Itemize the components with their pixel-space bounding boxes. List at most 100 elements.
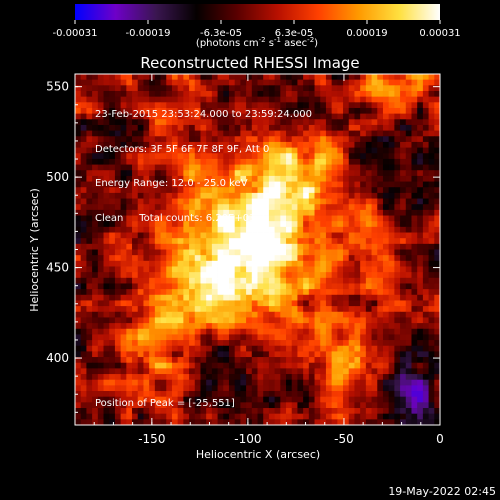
heatmap-cell [337, 419, 344, 426]
heatmap-cell [211, 226, 218, 233]
heatmap-cell [246, 419, 253, 426]
heatmap-cell [143, 85, 150, 92]
heatmap-cell [405, 408, 412, 415]
heatmap-cell [417, 272, 424, 279]
heatmap-cell [97, 413, 104, 420]
heatmap-cell [240, 340, 247, 347]
heatmap-cell [343, 294, 350, 301]
heatmap-cell [303, 272, 310, 279]
heatmap-cell [120, 413, 127, 420]
heatmap-cell [143, 130, 150, 137]
heatmap-cell [171, 362, 179, 369]
heatmap-cell [331, 107, 338, 115]
heatmap-cell [274, 311, 281, 318]
heatmap-cell [234, 164, 241, 171]
heatmap-cell [211, 90, 218, 98]
heatmap-cell [200, 158, 207, 165]
heatmap-cell [217, 102, 224, 109]
heatmap-cell [234, 283, 241, 290]
heatmap-cell [240, 90, 247, 98]
heatmap-cell [246, 107, 253, 115]
heatmap-cell [434, 317, 441, 324]
heatmap-cell [343, 119, 350, 126]
heatmap-cell [286, 311, 293, 318]
heatmap-cell [354, 181, 361, 188]
heatmap-cell [200, 345, 207, 352]
heatmap-cell [177, 294, 184, 301]
heatmap-cell [422, 238, 429, 245]
heatmap-cell [228, 408, 236, 415]
heatmap-cell [143, 311, 150, 318]
heatmap-cell [132, 289, 139, 296]
heatmap-cell [417, 181, 424, 188]
heatmap-cell [75, 379, 82, 386]
heatmap-cell [103, 351, 110, 358]
heatmap-cell [149, 119, 156, 126]
heatmap-cell [177, 249, 184, 256]
heatmap-cell [388, 317, 395, 324]
heatmap-cell [377, 204, 384, 211]
heatmap-cell [360, 226, 367, 233]
heatmap-cell [308, 317, 315, 324]
heatmap-cell [194, 391, 201, 398]
heatmap-cell [75, 175, 82, 182]
heatmap-cell [143, 124, 150, 132]
heatmap-cell [303, 204, 310, 211]
heatmap-cell [325, 119, 333, 126]
observation-info: 23-Feb-2015 23:53:24.000 to 23:59:24.000… [95, 86, 312, 236]
heatmap-cell [286, 147, 293, 154]
heatmap-cell [149, 300, 156, 307]
heatmap-cell [126, 311, 133, 318]
heatmap-cell [303, 357, 310, 364]
heatmap-cell [428, 102, 435, 109]
heatmap-cell [194, 255, 201, 262]
heatmap-cell [280, 323, 287, 330]
heatmap-cell [120, 283, 127, 290]
heatmap-cell [365, 413, 372, 420]
heatmap-cell [308, 238, 315, 245]
heatmap-cell [206, 221, 213, 228]
heatmap-cell [320, 204, 327, 211]
heatmap-cell [331, 289, 338, 296]
heatmap-cell [194, 113, 201, 120]
heatmap-cell [183, 391, 190, 398]
heatmap-cell [325, 328, 333, 335]
heatmap-cell [365, 277, 372, 284]
heatmap-cell [428, 272, 435, 279]
heatmap-cell [286, 209, 293, 216]
heatmap-cell [428, 209, 435, 216]
heatmap-cell [400, 283, 407, 290]
heatmap-cell [154, 260, 161, 267]
heatmap-cell [194, 249, 201, 256]
heatmap-cell [268, 119, 276, 126]
heatmap-cell [228, 402, 236, 409]
heatmap-cell [240, 164, 247, 171]
colorbar [75, 4, 440, 20]
heatmap-cell [200, 260, 207, 267]
heatmap-cell [114, 96, 122, 103]
heatmap-cell [291, 249, 298, 256]
heatmap-cell [263, 164, 270, 171]
heatmap-cell [388, 147, 395, 154]
heatmap-cell [291, 323, 298, 330]
heatmap-cell [428, 221, 435, 228]
heatmap-cell [263, 311, 270, 318]
heatmap-cell [103, 413, 110, 420]
heatmap-cell [223, 306, 230, 313]
heatmap-cell [314, 158, 321, 165]
heatmap-cell [377, 221, 384, 228]
heatmap-cell [388, 328, 395, 335]
heatmap-cell [314, 311, 321, 318]
heatmap-cell [434, 334, 441, 341]
heatmap-cell [177, 328, 184, 335]
heatmap-cell [286, 96, 293, 103]
heatmap-cell [337, 238, 344, 245]
heatmap-cell [75, 164, 82, 171]
heatmap-cell [206, 402, 213, 409]
heatmap-cell [92, 204, 99, 211]
heatmap-cell [251, 323, 258, 330]
heatmap-cell [160, 289, 167, 296]
heatmap-cell [160, 124, 167, 132]
heatmap-cell [274, 238, 281, 245]
heatmap-cell [365, 340, 372, 347]
